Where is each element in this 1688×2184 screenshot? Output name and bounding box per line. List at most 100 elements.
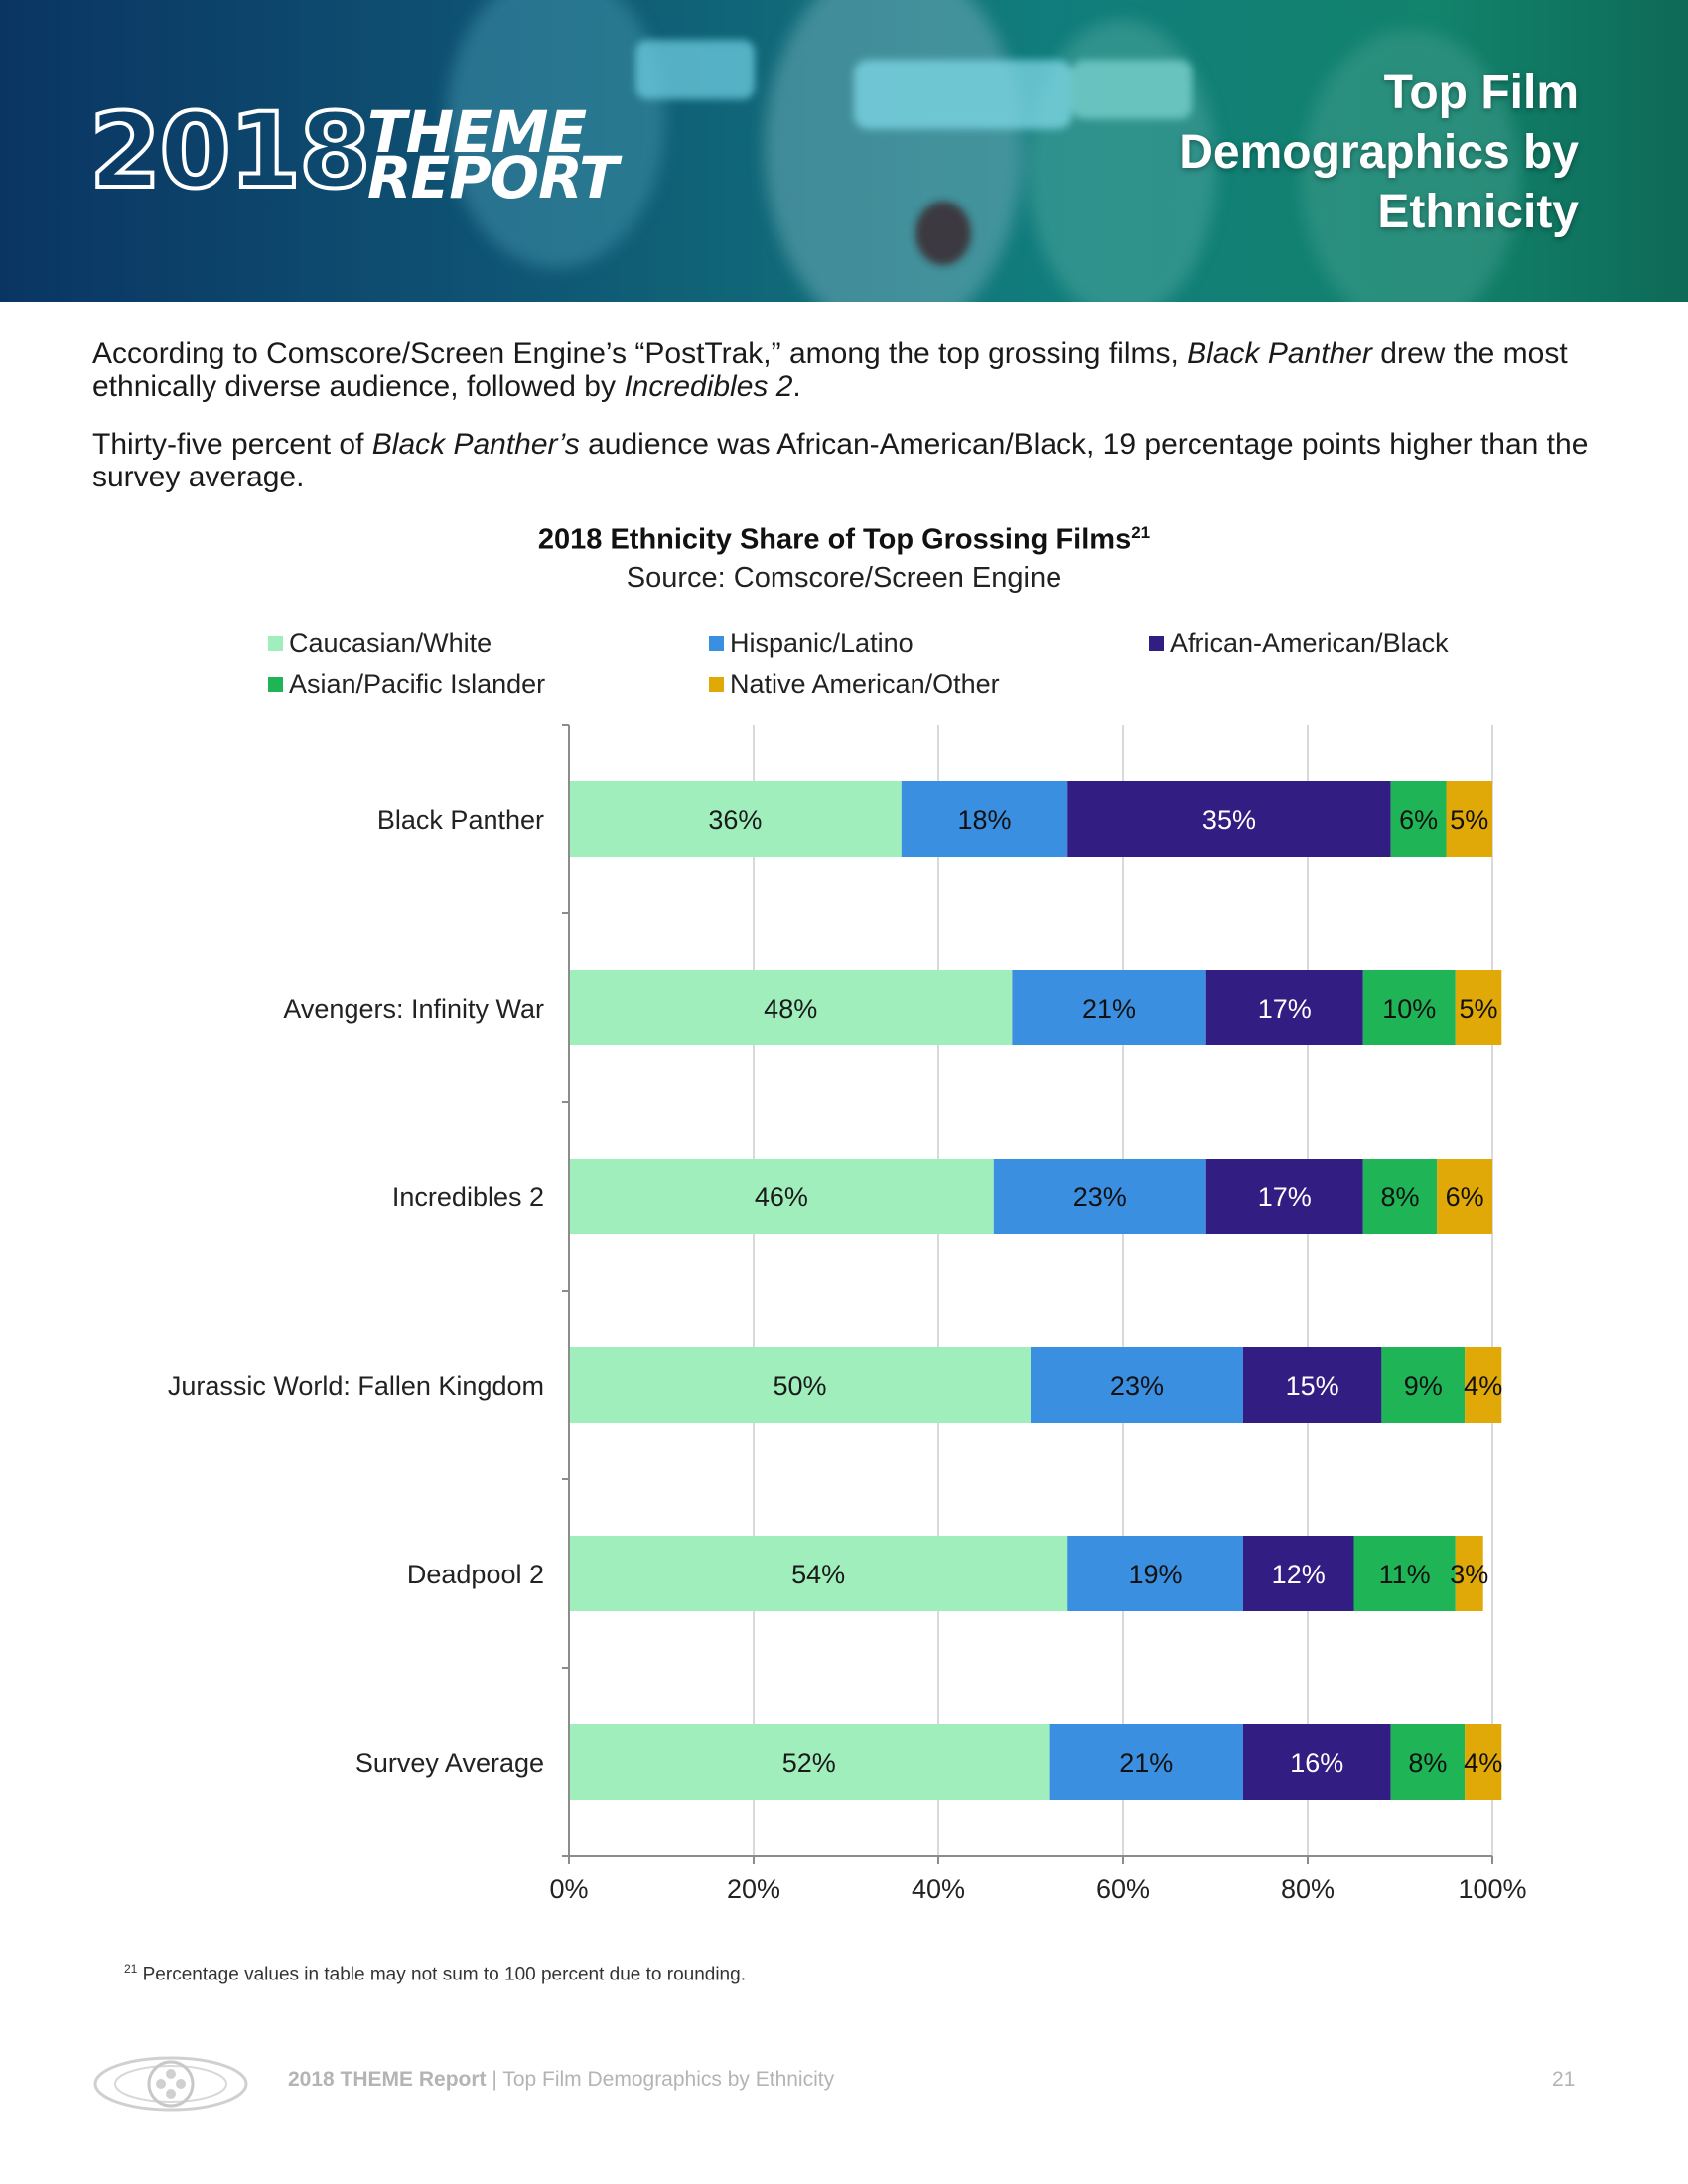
film-title: Incredibles 2 <box>624 370 793 403</box>
bar-segment <box>901 781 1068 857</box>
bar-segment <box>1465 1347 1502 1423</box>
data-label: 6% <box>1399 805 1438 835</box>
brand-report: REPORT <box>367 144 619 211</box>
footnote: 21 Percentage values in table may not su… <box>124 1962 746 1985</box>
legend-item-caucasian-white: Caucasian/White <box>268 628 492 659</box>
bar-segment <box>1031 1347 1243 1423</box>
intro-paragraph-1: According to Comscore/Screen Engine’s “P… <box>92 338 1568 403</box>
bar-segment <box>1446 781 1492 857</box>
bar-segment <box>1390 781 1447 857</box>
x-tick-label: 0% <box>549 1874 588 1904</box>
data-label: 21% <box>1082 994 1136 1024</box>
legend-swatch <box>709 677 724 692</box>
legend-item-african-american-black: African-American/Black <box>1149 628 1449 659</box>
film-reel-logo-icon <box>93 2056 248 2112</box>
bar-segment <box>993 1159 1206 1234</box>
x-tick-label: 20% <box>727 1874 780 1904</box>
data-label: 52% <box>782 1748 836 1778</box>
legend-swatch <box>1149 636 1164 651</box>
bar-segment <box>1353 1536 1456 1611</box>
data-label: 4% <box>1464 1371 1502 1401</box>
x-tick-label: 100% <box>1458 1874 1526 1904</box>
data-label: 36% <box>708 805 762 835</box>
data-label: 8% <box>1408 1748 1447 1778</box>
data-label: 5% <box>1450 805 1488 835</box>
category-label: Deadpool 2 <box>407 1560 544 1589</box>
brand-year: 2018 <box>87 90 372 211</box>
bar-segment <box>1067 781 1391 857</box>
x-tick-label: 60% <box>1096 1874 1150 1904</box>
category-label: Survey Average <box>355 1748 544 1778</box>
bar-segment <box>1381 1347 1466 1423</box>
legend-item-asian-pacific-islander: Asian/Pacific Islander <box>268 669 545 700</box>
x-tick-label: 80% <box>1281 1874 1335 1904</box>
bar-segment <box>1205 1159 1363 1234</box>
legend-swatch <box>268 677 283 692</box>
bar-segment <box>1390 1724 1466 1800</box>
bar-segment <box>569 1536 1068 1611</box>
bar-segment <box>569 781 902 857</box>
page-number: 21 <box>1552 2068 1576 2091</box>
footer-text: 2018 THEME Report | Top Film Demographic… <box>288 2068 835 2091</box>
legend-item-hispanic-latino: Hispanic/Latino <box>709 628 914 659</box>
bar-segment <box>1242 1536 1354 1611</box>
data-label: 10% <box>1382 994 1436 1024</box>
bar-segment <box>1437 1159 1492 1234</box>
legend-item-native-american-other: Native American/Other <box>709 669 1000 700</box>
footnote-marker: 21 <box>1131 523 1151 542</box>
film-title: Black Panther <box>1187 338 1372 370</box>
bar-segment <box>1362 970 1456 1045</box>
chart-title: 2018 Ethnicity Share of Top Grossing Fil… <box>537 523 1151 556</box>
bar-segment <box>1012 970 1206 1045</box>
data-label: 6% <box>1446 1182 1484 1212</box>
data-label: 46% <box>755 1182 808 1212</box>
data-label: 16% <box>1290 1748 1343 1778</box>
film-title: Black Panther’s <box>371 428 580 461</box>
data-label: 48% <box>764 994 817 1024</box>
banner-photo <box>447 0 1519 302</box>
data-label: 21% <box>1119 1748 1173 1778</box>
bar-segment <box>569 1347 1031 1423</box>
data-label: 23% <box>1073 1182 1127 1212</box>
data-label: 5% <box>1460 994 1498 1024</box>
data-label: 54% <box>791 1560 845 1589</box>
header-banner: 2018 THEME REPORT Top Film Demographics … <box>0 0 1688 302</box>
intro-paragraph-2: Thirty-five percent of Black Panther’s a… <box>92 428 1589 493</box>
bar-segment <box>569 970 1013 1045</box>
category-label: Incredibles 2 <box>392 1182 544 1212</box>
legend-swatch <box>268 636 283 651</box>
legend-swatch <box>709 636 724 651</box>
bar-segment <box>1242 1347 1382 1423</box>
category-label: Black Panther <box>377 805 544 835</box>
data-label: 8% <box>1380 1182 1419 1212</box>
page-title: Top Film Demographics by Ethnicity <box>1179 67 1579 238</box>
bar-segment <box>569 1159 994 1234</box>
bar-segment <box>1465 1724 1502 1800</box>
data-label: 9% <box>1404 1371 1443 1401</box>
data-label: 12% <box>1272 1560 1326 1589</box>
data-label: 3% <box>1450 1560 1488 1589</box>
data-label: 23% <box>1110 1371 1164 1401</box>
intro-text: According to Comscore/Screen Engine’s “P… <box>92 338 1602 518</box>
stacked-bar-chart: 36% 18% 35% 6% 5% Black Panther 48% 21% 17% 10% 5%… <box>168 724 1527 1904</box>
chart-source: Source: Comscore/Screen Engine <box>626 562 1062 594</box>
bar-segment <box>1242 1724 1391 1800</box>
data-label: 15% <box>1286 1371 1339 1401</box>
category-label: Avengers: Infinity War <box>283 994 544 1024</box>
category-label: Jurassic World: Fallen Kingdom <box>168 1371 544 1401</box>
data-label: 50% <box>773 1371 826 1401</box>
data-label: 11% <box>1379 1560 1431 1589</box>
bar-segment <box>1067 1536 1243 1611</box>
data-label: 4% <box>1464 1748 1502 1778</box>
bar-segment <box>1049 1724 1243 1800</box>
x-tick-label: 40% <box>912 1874 965 1904</box>
data-label: 19% <box>1129 1560 1183 1589</box>
data-label: 35% <box>1202 805 1256 835</box>
brand-theme: THEME <box>367 98 587 166</box>
bar-segment <box>1455 970 1502 1045</box>
bar-segment <box>1362 1159 1438 1234</box>
data-label: 17% <box>1258 994 1312 1024</box>
bar-segment <box>1455 1536 1483 1611</box>
data-label: 17% <box>1258 1182 1312 1212</box>
data-label: 18% <box>957 805 1011 835</box>
